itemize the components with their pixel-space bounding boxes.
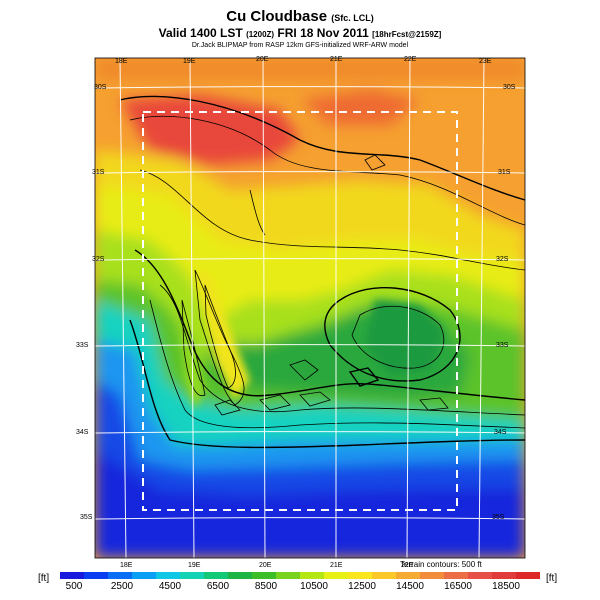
title-text: Cu Cloudbase <box>226 8 328 25</box>
colorbar-swatch <box>228 572 253 579</box>
colorbar-tick-label: 18500 <box>492 581 520 592</box>
colorbar-swatch <box>324 572 349 579</box>
map-title: Cu Cloudbase (Sfc. LCL) <box>0 8 600 25</box>
inner-domain-box <box>142 111 458 511</box>
lat-label-right: 35S <box>492 514 505 521</box>
lat-label-right: 31S <box>498 169 511 176</box>
lat-label-left: 33S <box>76 342 89 349</box>
colorbar-swatch <box>372 572 397 579</box>
colorbar-unit-right: [ft] <box>546 573 558 584</box>
lon-label-bottom: 20E <box>259 562 272 569</box>
colorbar-swatch <box>132 572 157 579</box>
colorbar-tick-label: 500 <box>65 581 83 592</box>
colorbar-tick-label: 10500 <box>300 581 328 592</box>
colorbar-swatch <box>180 572 205 579</box>
lon-label-bottom: 18E <box>120 562 133 569</box>
forecast-tag: [18hrFcst@2159Z] <box>372 30 442 39</box>
colorbar-tick-label: 6500 <box>206 581 230 592</box>
lat-label-right: 34S <box>494 429 507 436</box>
colorbar-swatch <box>108 572 133 579</box>
colorbar-swatch <box>396 572 421 579</box>
colorbar-tick-label: 2500 <box>110 581 134 592</box>
terrain-contour-note: Terrain contours: 500 ft <box>400 560 482 569</box>
map-frame <box>94 57 526 559</box>
colorbar-tick-label: 4500 <box>158 581 182 592</box>
lon-label-top: 20E <box>256 56 269 63</box>
colorbar-tick-label: 8500 <box>254 581 278 592</box>
lon-label-top: 22E <box>404 56 417 63</box>
colorbar <box>60 572 540 579</box>
lon-label-top: 23E <box>479 58 492 65</box>
title-suffix: (Sfc. LCL) <box>331 13 374 23</box>
colorbar-tick-label: 16500 <box>444 581 472 592</box>
lat-label-right: 32S <box>496 256 509 263</box>
valid-utc: (1200Z) <box>246 30 275 39</box>
lat-label-left: 34S <box>76 429 89 436</box>
lon-label-top: 19E <box>183 58 196 65</box>
lat-label-right: 30S <box>503 84 516 91</box>
colorbar-swatch <box>84 572 109 579</box>
valid-time: Valid 1400 LST <box>158 26 243 40</box>
color-field <box>95 58 525 558</box>
lon-label-bottom: 22E <box>401 562 414 569</box>
lat-label-left: 32S <box>92 256 105 263</box>
colorbar-swatch <box>204 572 229 579</box>
colorbar-tick-label: 14500 <box>396 581 424 592</box>
colorbar-swatch <box>468 572 493 579</box>
lon-label-top: 18E <box>115 58 128 65</box>
colorbar-unit-left: [ft] <box>38 573 50 584</box>
lon-label-bottom: 19E <box>188 562 201 569</box>
lat-lon-grid <box>94 57 526 559</box>
lat-label-left: 31S <box>92 169 105 176</box>
source-line: Dr.Jack BLIPMAP from RASP 12km GFS-initi… <box>191 42 409 49</box>
colorbar-swatch <box>252 572 277 579</box>
valid-date: FRI 18 Nov 2011 <box>277 26 369 40</box>
lat-label-left: 35S <box>80 514 93 521</box>
colorbar-swatch <box>444 572 469 579</box>
colorbar-swatch <box>516 572 540 579</box>
lon-label-bottom: 21E <box>330 562 343 569</box>
lat-label-left: 30S <box>94 84 107 91</box>
lat-label-right: 33S <box>496 342 509 349</box>
colorbar-swatch <box>156 572 181 579</box>
colorbar-swatch <box>300 572 325 579</box>
colorbar-swatch <box>348 572 373 579</box>
colorbar-swatch <box>492 572 517 579</box>
colorbar-swatch <box>276 572 301 579</box>
lon-label-top: 21E <box>330 56 343 63</box>
valid-time-line: Valid 1400 LST (1200Z) FRI 18 Nov 2011 [… <box>0 26 600 40</box>
colorbar-swatch <box>420 572 445 579</box>
colorbar-tick-label: 12500 <box>348 581 376 592</box>
colorbar-swatch <box>60 572 85 579</box>
